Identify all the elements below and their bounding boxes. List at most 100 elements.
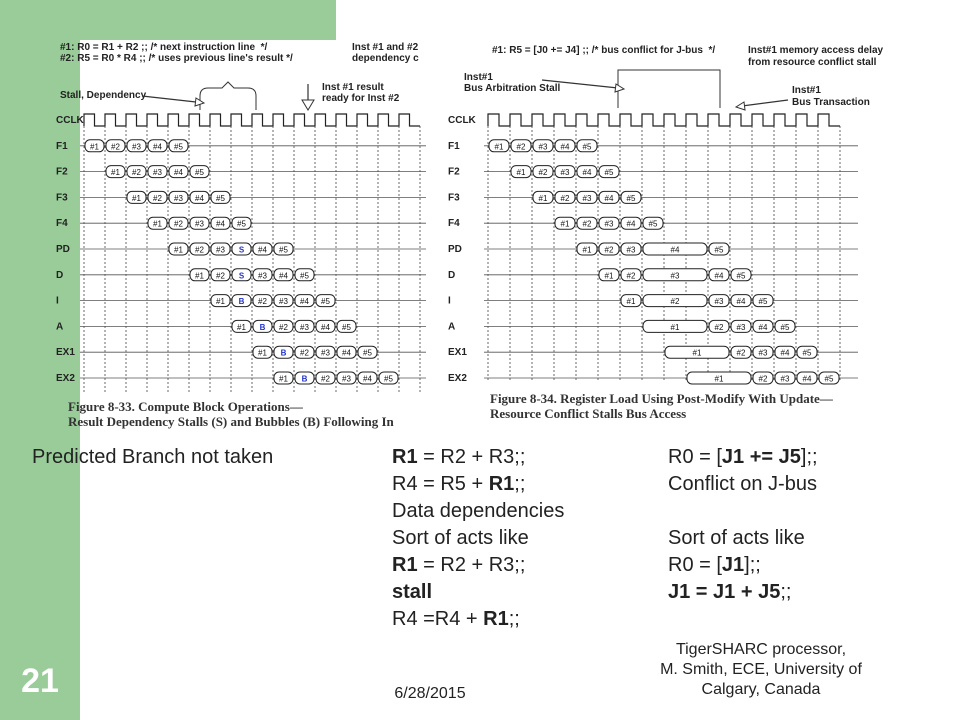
fig2-arrow-line (741, 99, 789, 107)
fig2-cell-label: #5 (605, 168, 614, 177)
fig1-cell-label: #2 (300, 349, 309, 358)
fig1-cell-box (294, 268, 315, 282)
fig1-cell-box (273, 242, 294, 256)
code-line: stall (392, 579, 432, 605)
fig2-cell-label: #1 (517, 168, 526, 177)
fig2-cell-box (510, 139, 532, 153)
code-run: Sort of acts like (668, 527, 805, 549)
fig1-cell-box (252, 319, 273, 333)
fig2-cell-box (796, 345, 818, 359)
fig2-stall-brace (617, 69, 721, 108)
fig2-row-label: D (448, 270, 455, 281)
fig2-cell-box (730, 345, 752, 359)
fig2-cell-box (598, 165, 620, 179)
fig1-cell-box (84, 139, 105, 153)
fig2-cell-label: #5 (715, 246, 724, 255)
fig1-annot-result-1: Inst #1 result (322, 82, 384, 93)
code-bold-run: R1 (488, 473, 515, 495)
fig2-cell-box (620, 268, 642, 282)
code-run: = R2 + R3;; (417, 446, 526, 468)
fig2-cell-box (774, 371, 796, 385)
code-bold-run: R1 (392, 554, 418, 576)
fig2-cell-label: #5 (627, 194, 636, 203)
fig2-cell-label: #1 (693, 349, 702, 358)
fig1-header-right-1: Inst #1 and #2 (352, 42, 419, 53)
fig1-cell-box (210, 190, 231, 204)
fig1-cell-box (231, 216, 252, 230)
fig2-cell-box (598, 190, 620, 204)
fig2-cell-label: #4 (627, 220, 636, 229)
fig1-cell-label: #5 (384, 375, 393, 384)
fig1-row-label: PD (56, 244, 70, 255)
code-column-left: R1 = R2 + R3;; R4 = R5 + R1;; Data depende… (392, 444, 652, 654)
fig1-cell-label: #4 (279, 271, 288, 280)
fig2-cell-label: #2 (539, 168, 548, 177)
fig1-cell-box (315, 294, 336, 308)
code-line: J1 = J1 + J5;; (668, 579, 791, 605)
fig2-cell-label: #4 (781, 349, 790, 358)
fig2-annot-right-2: Bus Transaction (792, 97, 870, 108)
fig1-cell-box (357, 345, 378, 359)
fig1-timing-diagram: CCLK F1 #1 #2 #3 #4 #5 F2 #1 #2 #3 #4 #5 F3 #1 #2 #3 #4 #5… (56, 81, 426, 392)
fig1-cell-box (168, 190, 189, 204)
fig1-cell-box (168, 242, 189, 256)
fig1-header-line-2: #2: R5 = R0 * R4 ;; /* uses previous lin… (60, 53, 293, 64)
fig1-cell-label: #5 (300, 271, 309, 280)
code-line: R1 = R2 + R3;; (392, 444, 525, 470)
code-line: R0 = [J1];; (668, 552, 761, 578)
fig1-cell-box (210, 268, 231, 282)
footer-credit-line-2: M. Smith, ECE, University of (660, 661, 862, 678)
fig2-cell-label: #3 (539, 142, 548, 151)
footer-credit-line-1: TigerSHARC processor, (675, 641, 847, 658)
fig2-cell-label: #2 (627, 271, 636, 280)
code-line: Sort of acts like (392, 525, 529, 551)
fig2-cell-label: #3 (671, 271, 680, 280)
fig1-cell-label: #1 (216, 297, 225, 306)
fig1-cell-label: #1 (258, 349, 267, 358)
fig2-cell-label: #2 (605, 246, 614, 255)
fig2-arrow-line (541, 79, 619, 89)
fig1-cell-box (273, 294, 294, 308)
fig1-row-label: EX2 (56, 373, 75, 384)
fig1-cell-box (231, 268, 252, 282)
code-column-right: R0 = [J1 += J5];; Conflict on J-bus Sort o… (668, 444, 918, 654)
fig2-cell-box (752, 345, 774, 359)
fig2-annot-right-1: Inst#1 (792, 85, 821, 96)
fig1-row-label: I (56, 296, 59, 307)
fig2-cell-box (708, 268, 730, 282)
fig2-timing-diagram: CCLK F1 #1 #2 #3 #4 #5 F2 #1 #2 #3 #4 #5 F3 #1 #2 #3 #4 #5… (448, 69, 858, 385)
fig2-cell-box (620, 216, 642, 230)
fig1-cell-label: #1 (90, 142, 99, 151)
fig2-cell-box (598, 216, 620, 230)
fig1-cell-label: #3 (174, 194, 183, 203)
fig1-cell-label: #5 (174, 142, 183, 151)
fig1-cell-box (252, 294, 273, 308)
fig1-cell-label: #2 (174, 220, 183, 229)
fig1-cell-box (147, 190, 168, 204)
fig1-row-label: F3 (56, 192, 68, 203)
code-line: R4 =R4 + R1;; (392, 606, 520, 632)
fig1-cell-label: #5 (363, 349, 372, 358)
fig2-cell-box (796, 371, 818, 385)
code-bold-run: R1 (483, 608, 509, 630)
fig2-cell-label: #4 (561, 142, 570, 151)
fig1-cell-label: #5 (216, 194, 225, 203)
fig1-cell-box (378, 371, 399, 385)
fig1-cell-box (168, 216, 189, 230)
fig2-cell-label: #4 (759, 323, 768, 332)
fig1-cell-box (189, 165, 210, 179)
fig1-cell-label: #5 (237, 220, 246, 229)
fig2-row-label: EX1 (448, 347, 467, 358)
fig2-row-label: PD (448, 244, 462, 255)
fig1-row-label: CCLK (56, 115, 85, 126)
fig1-cell-label: S (239, 271, 245, 280)
fig1-annot-result-2: ready for Inst #2 (322, 93, 400, 104)
fig2-cell-label: #4 (803, 375, 812, 384)
slide-number: 21 (21, 662, 59, 700)
fig1-cell-label: #4 (195, 194, 204, 203)
code-run: R0 = [ (668, 554, 722, 576)
fig1-cell-box (252, 268, 273, 282)
code-bold-run: J1 (721, 554, 745, 576)
fig1-cell-label: #4 (174, 168, 183, 177)
fig1-cell-box (315, 371, 336, 385)
